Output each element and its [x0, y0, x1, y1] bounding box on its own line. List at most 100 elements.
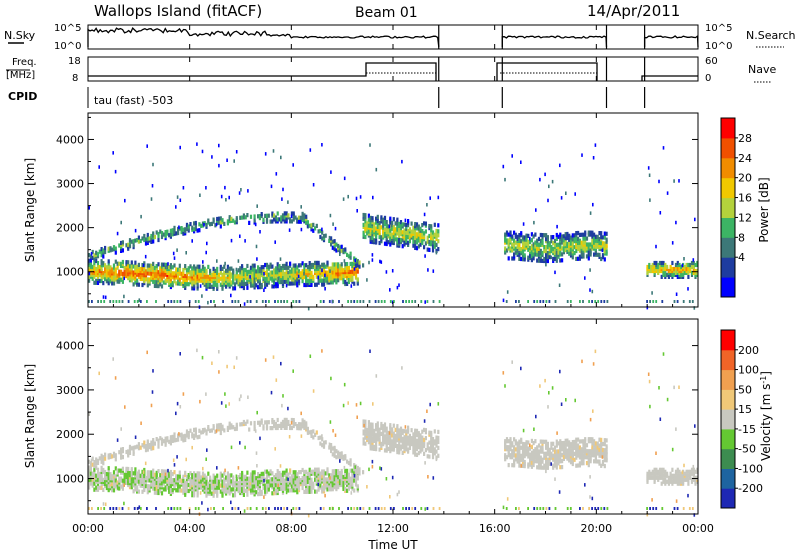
power-cell-37 — [96, 280, 100, 285]
velocity-cell-1882 — [552, 447, 555, 452]
power-cell-247 — [150, 267, 153, 272]
velocity-cell-1476 — [385, 436, 388, 441]
power-cell-1594 — [412, 225, 415, 230]
power-cell-959 — [330, 276, 333, 281]
power-cell-797 — [289, 269, 292, 274]
velocity-cell-1632 — [423, 451, 426, 456]
velocity-cell-1798 — [532, 458, 535, 464]
power-cell-1722 — [513, 230, 516, 235]
velocity-cell-186 — [134, 471, 137, 476]
power-colorbar-swatch — [721, 137, 735, 159]
velocity-cell-1512 — [394, 443, 397, 448]
power-cell-436 — [196, 268, 199, 273]
velocity-cell-2233 — [692, 471, 695, 476]
power-cell-2198 — [678, 262, 681, 268]
power-cell-487 — [209, 268, 212, 273]
velocity-cell-470 — [205, 485, 208, 490]
velocity-cell-656 — [253, 480, 256, 485]
power-noise-212 — [123, 276, 125, 281]
power-floor-echo — [582, 300, 584, 303]
power-cell-1929 — [562, 238, 565, 243]
velocity-cell-1098 — [120, 447, 123, 452]
power-colorbar-swatch — [721, 217, 735, 238]
power-cell-445 — [198, 264, 201, 269]
velocity-cell-1067 — [91, 456, 94, 461]
power-cell-1031 — [347, 265, 350, 271]
power-cell-1224 — [232, 218, 235, 223]
velocity-cell-860 — [305, 469, 308, 474]
velocity-cell-296 — [162, 487, 165, 492]
velocity-cell-607 — [242, 488, 245, 493]
power-cell-2138 — [657, 268, 660, 274]
power-cell-146 — [125, 274, 128, 279]
power-floor-echo — [649, 300, 651, 303]
velocity-cell-2152 — [662, 477, 665, 482]
power-cell-2164 — [666, 264, 669, 270]
velocity-cell-1484 — [387, 434, 390, 439]
power-cell-1235 — [248, 220, 251, 225]
velocity-cell-1608 — [415, 438, 419, 443]
velocity-cell-1918 — [559, 439, 562, 444]
power-cell-389 — [185, 268, 189, 273]
power-cell-655 — [253, 277, 256, 282]
power-cell-555 — [228, 282, 231, 287]
power-noise-119 — [592, 156, 595, 160]
power-noise-159 — [270, 184, 273, 189]
power-cell-513 — [216, 270, 219, 275]
power-noise-216 — [678, 179, 680, 183]
velocity-cell-772 — [281, 470, 285, 475]
velocity-cell-1839 — [541, 445, 544, 450]
power-cell-1568 — [405, 222, 408, 227]
power-cell-1721 — [513, 238, 516, 243]
velocity-cell-1928 — [562, 448, 565, 454]
velocity-cell-2239 — [694, 469, 697, 474]
velocity-noise-90 — [150, 403, 153, 408]
power-noise-30 — [244, 239, 246, 243]
nsky-trace — [87, 26, 699, 48]
power-cell-1951 — [568, 237, 571, 242]
velocity-cell-121 — [116, 468, 119, 473]
power-noise-236 — [239, 234, 241, 238]
velocity-cell-1540 — [399, 444, 403, 449]
power-cell-1263 — [276, 211, 279, 216]
power-cell-1706 — [509, 230, 512, 235]
power-cell-2066 — [594, 234, 597, 239]
power-cell-979 — [335, 278, 338, 283]
velocity-cell-943 — [326, 487, 329, 492]
power-cell-701 — [265, 282, 269, 287]
velocity-cell-1400 — [369, 434, 372, 439]
velocity-cell-1139 — [157, 444, 160, 449]
power-colorbar-tick-label: 4 — [738, 251, 745, 264]
velocity-cell-1221 — [228, 421, 231, 426]
velocity-cell-1725 — [514, 453, 517, 458]
velocity-cell-2133 — [655, 475, 658, 480]
velocity-cell-1447 — [378, 427, 381, 432]
power-cell-1433 — [375, 216, 378, 221]
power-floor-echo — [188, 300, 191, 303]
power-cell-1593 — [412, 229, 415, 234]
power-cell-901 — [315, 260, 318, 265]
power-cell-985 — [335, 262, 338, 267]
power-cell-714 — [267, 264, 270, 269]
power-cell-2233 — [692, 264, 695, 270]
power-cell-2090 — [600, 231, 603, 236]
power-cell-1804 — [534, 252, 537, 257]
velocity-cell-167 — [130, 485, 133, 490]
velocity-cell-510 — [216, 489, 219, 494]
velocity-cell-558 — [228, 481, 231, 486]
power-noise-217 — [675, 292, 678, 296]
velocity-cell-1846 — [543, 439, 546, 444]
power-cell-510 — [216, 282, 219, 287]
velocity-cell-1064 — [89, 465, 92, 470]
power-cell-2226 — [689, 262, 692, 268]
velocity-cell-1236 — [249, 421, 253, 426]
power-colorbar-tick-label: 24 — [738, 152, 752, 165]
power-cell-1701 — [509, 246, 512, 251]
power-cell-1509 — [392, 229, 395, 234]
power-cell-1648 — [428, 233, 431, 239]
power-cell-735 — [274, 282, 277, 287]
power-floor-echo — [408, 300, 410, 303]
velocity-cell-2217 — [685, 473, 688, 478]
power-noise-54 — [176, 195, 179, 199]
power-cell-921 — [321, 278, 324, 283]
